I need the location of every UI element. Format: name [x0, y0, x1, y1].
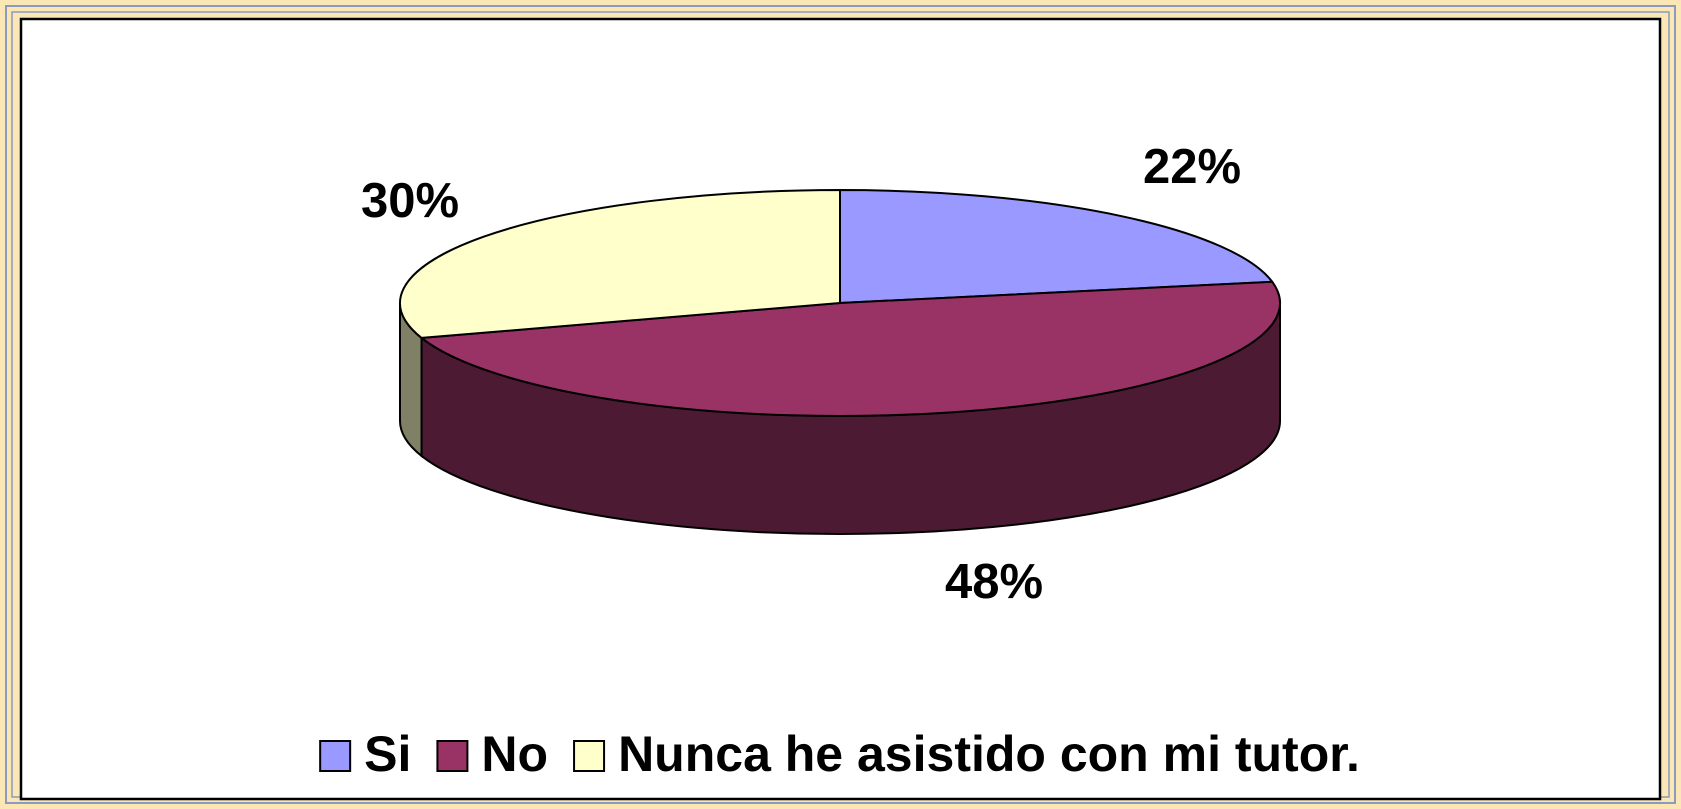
- legend-swatch: [573, 740, 606, 772]
- data-label: 48%: [945, 555, 1043, 609]
- legend: Si No Nunca he asistido con mi tutor.: [319, 726, 1360, 782]
- legend-label: Nunca he asistido con mi tutor.: [618, 726, 1360, 782]
- data-label: 30%: [361, 174, 459, 228]
- legend-label: No: [481, 726, 548, 782]
- legend-swatch: [319, 740, 352, 772]
- slice: [418, 280, 1281, 417]
- legend-swatch: [436, 740, 469, 772]
- slice: [839, 188, 1275, 305]
- legend-label: Si: [364, 726, 411, 782]
- data-label: 22%: [1143, 140, 1241, 194]
- slice: [399, 188, 841, 339]
- pie: 22% 48% 30%: [361, 140, 1281, 609]
- frame-line: [5, 5, 1676, 804]
